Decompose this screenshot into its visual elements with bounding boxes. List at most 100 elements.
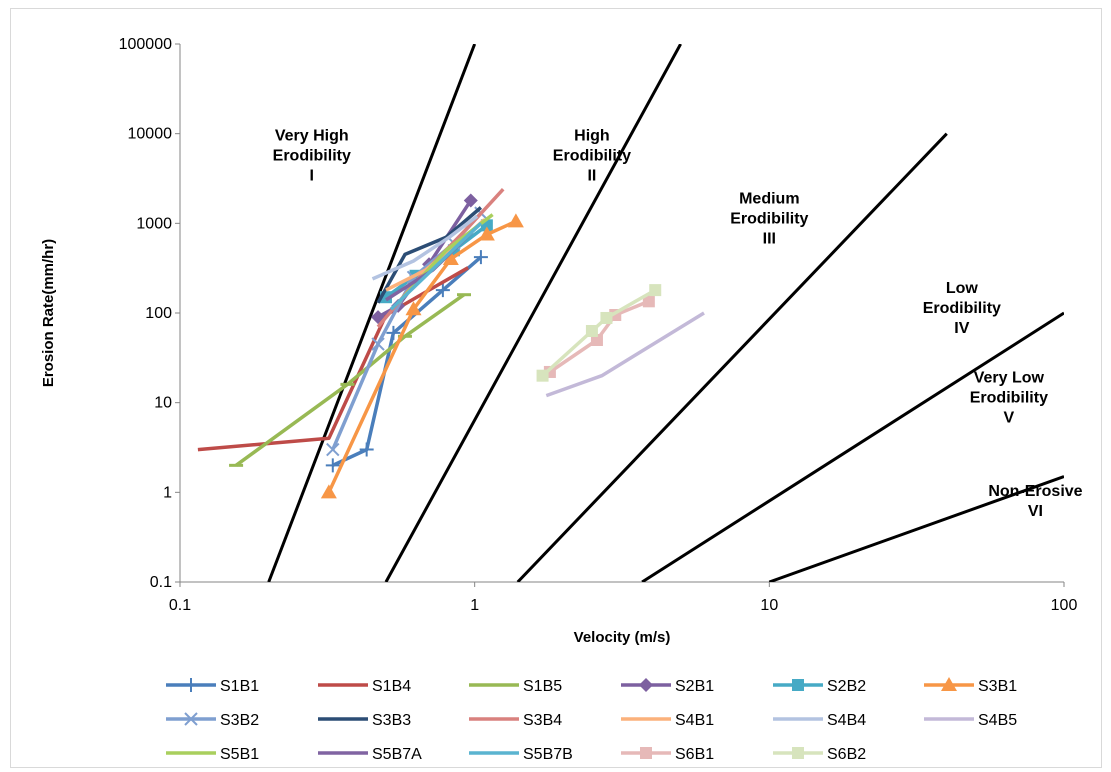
legend-item-S1B1: S1B1 xyxy=(166,678,259,695)
legend-label: S5B7A xyxy=(372,746,422,763)
chart-frame: 0.1 1 10 100 1000 10000 100000 0.1 1 10 100 Very Hi… xyxy=(10,8,1102,768)
series-line xyxy=(235,293,466,467)
series-line xyxy=(376,206,483,304)
plot-clip-group xyxy=(267,44,1064,582)
zone-label: Very Low xyxy=(974,370,1045,387)
zone-boundary-line xyxy=(516,132,948,582)
series-S3B3 xyxy=(376,206,483,304)
legend-item-S6B1: S6B1 xyxy=(621,746,714,763)
legend-label: S4B5 xyxy=(978,712,1017,729)
plus-marker xyxy=(473,250,488,265)
triangle-marker xyxy=(442,251,459,266)
x-axis-title: Velocity (m/s) xyxy=(574,629,671,646)
legend-item-S2B1: S2B1 xyxy=(621,678,714,695)
zone-label: Erodibility xyxy=(553,148,631,165)
square-marker xyxy=(585,324,598,337)
plus-marker xyxy=(325,458,340,473)
series-line xyxy=(541,288,657,377)
series-line xyxy=(371,214,479,281)
plus-marker xyxy=(435,283,450,298)
chart-svg: 0.1 1 10 100 1000 10000 100000 0.1 1 10 100 Very Hi… xyxy=(40,36,1083,763)
y-tick-label: 10000 xyxy=(128,126,173,143)
series-S5B7B xyxy=(389,222,483,311)
square-marker xyxy=(649,284,662,297)
square-marker xyxy=(792,747,804,759)
legend-label: S3B1 xyxy=(978,678,1017,695)
legend-label: S6B1 xyxy=(675,746,714,763)
zone-boundary-line xyxy=(267,44,477,582)
series-S3B1 xyxy=(320,213,524,499)
triangle-marker xyxy=(405,301,422,316)
y-tick-label: 0.1 xyxy=(150,574,172,591)
triangle-marker xyxy=(320,484,337,499)
zone-label: Erodibility xyxy=(730,210,808,227)
legend-item-S3B1: S3B1 xyxy=(924,677,1017,695)
legend-label: S3B2 xyxy=(220,712,259,729)
square-marker xyxy=(792,679,804,691)
series-S1B4 xyxy=(197,266,469,452)
series-line xyxy=(545,311,705,398)
series-line xyxy=(548,299,650,374)
legend-label: S5B1 xyxy=(220,746,259,763)
zone-boundary-line xyxy=(641,311,1064,582)
y-tick-label: 100000 xyxy=(119,36,172,53)
legend-item-S3B2: S3B2 xyxy=(166,712,259,729)
series-S6B1 xyxy=(543,295,655,378)
legend-item-S5B7B: S5B7B xyxy=(469,746,573,763)
legend-item-S4B5: S4B5 xyxy=(924,712,1017,729)
legend-item-S3B3: S3B3 xyxy=(318,712,411,729)
square-marker xyxy=(642,295,655,308)
diamond-marker xyxy=(639,678,653,692)
zone-label: V xyxy=(1004,410,1015,427)
legend-item-S1B4: S1B4 xyxy=(318,678,411,695)
x-tick-label: 100 xyxy=(1051,597,1078,614)
zone-label: Low xyxy=(946,280,979,297)
legend-item-S6B2: S6B2 xyxy=(773,746,866,763)
legend-item-S2B2: S2B2 xyxy=(773,678,866,695)
x-tick-label: 1 xyxy=(470,597,479,614)
zone-label: Very High xyxy=(275,128,349,145)
legend-item-S5B1: S5B1 xyxy=(166,746,259,763)
zone-label: Medium xyxy=(739,190,799,207)
legend-label: S2B1 xyxy=(675,678,714,695)
zone-label: Erodibility xyxy=(273,148,351,165)
plot-area: 0.1 1 10 100 1000 10000 100000 0.1 1 10 100 Very Hi… xyxy=(119,36,1083,614)
zone-label: Non-Erosive xyxy=(988,483,1082,500)
series-line xyxy=(389,222,483,311)
square-marker xyxy=(536,369,549,382)
legend-item-S4B4: S4B4 xyxy=(773,712,866,729)
legend-label: S3B4 xyxy=(523,712,562,729)
zone-label: Erodibility xyxy=(923,300,1001,317)
legend-label: S3B3 xyxy=(372,712,411,729)
plus-marker xyxy=(359,442,374,457)
legend-label: S4B4 xyxy=(827,712,866,729)
zone-label: III xyxy=(763,230,776,247)
y-tick-label: 1000 xyxy=(136,215,172,232)
legend: S1B1 S1B4 S1B5 S2B1 S2B2 S3B1 S3B2 S3B3 S3B4 S4B1… xyxy=(166,677,1017,763)
x-marker xyxy=(371,337,385,351)
series-S4B5 xyxy=(545,311,705,398)
zone-label: High xyxy=(574,128,610,145)
zone-label: VI xyxy=(1028,503,1043,520)
zone-label: I xyxy=(310,168,314,185)
zone-label: Erodibility xyxy=(970,390,1048,407)
x-marker xyxy=(184,712,198,726)
triangle-marker xyxy=(478,226,495,241)
legend-item-S3B4: S3B4 xyxy=(469,712,562,729)
series-S4B4 xyxy=(371,214,479,281)
triangle-marker xyxy=(507,213,524,228)
y-tick-label: 1 xyxy=(163,484,172,501)
legend-label: S1B5 xyxy=(523,678,562,695)
legend-item-S5B7A: S5B7A xyxy=(318,746,422,763)
legend-label: S5B7B xyxy=(523,746,573,763)
series-line xyxy=(197,266,469,452)
legend-label: S1B1 xyxy=(220,678,259,695)
legend-label: S4B1 xyxy=(675,712,714,729)
square-marker xyxy=(600,311,613,324)
x-marker xyxy=(326,442,340,457)
x-tick-label: 10 xyxy=(760,597,778,614)
y-tick-label: 10 xyxy=(154,395,172,412)
triangle-marker xyxy=(941,677,957,691)
series-S1B5 xyxy=(229,293,471,467)
legend-label: S6B2 xyxy=(827,746,866,763)
